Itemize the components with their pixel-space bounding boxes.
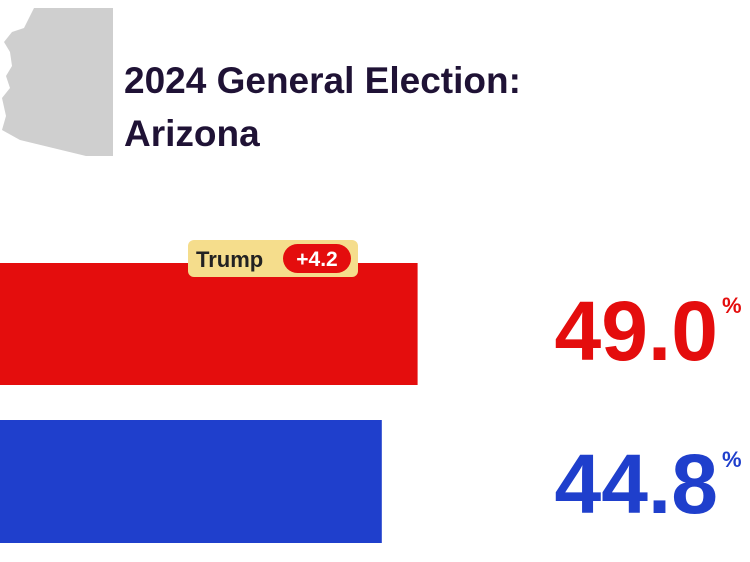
bar-harris	[0, 420, 382, 543]
leader-badge-name: Trump	[196, 247, 263, 272]
chart-title-line2: Arizona	[124, 113, 260, 154]
leader-badge: Trump +4.2	[188, 240, 358, 277]
chart-title-line1: 2024 General Election:	[124, 60, 521, 101]
value-label-trump: 49.0	[555, 284, 719, 378]
value-label-harris: 44.8	[555, 437, 719, 531]
bar-trump	[0, 263, 418, 385]
arizona-state-silhouette-icon	[2, 8, 113, 156]
unit-label-trump: %	[722, 293, 742, 318]
unit-label-harris: %	[722, 447, 742, 472]
leader-badge-margin: +4.2	[296, 248, 337, 271]
leader-badge-margin-pill	[283, 244, 351, 273]
